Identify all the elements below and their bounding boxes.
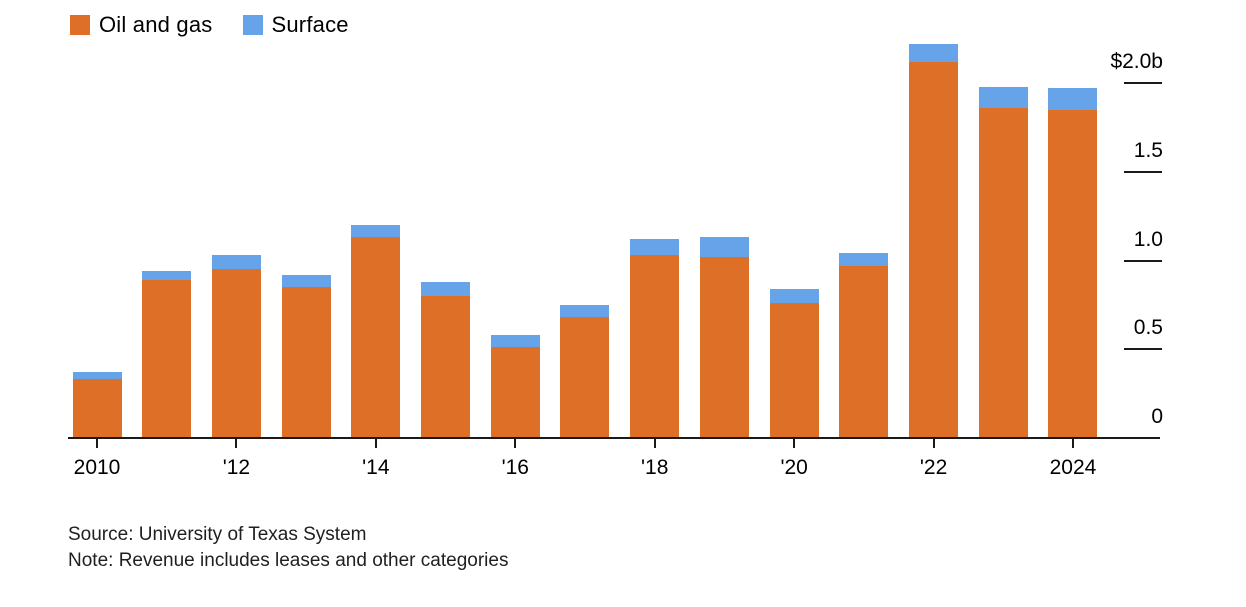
bar-2016 — [490, 335, 540, 438]
y-tick-mark-2 — [1124, 82, 1162, 84]
bar-segment-surface-2015 — [421, 281, 471, 296]
bar-segment-oil-and-gas-2010 — [72, 379, 122, 438]
bar-segment-oil-and-gas-2016 — [490, 347, 540, 438]
bar-2019 — [699, 237, 749, 438]
x-tick-2022 — [932, 439, 935, 448]
bar-2021 — [839, 253, 889, 438]
x-tick-label-2024: 2024 — [1049, 456, 1097, 479]
bar-segment-oil-and-gas-2013 — [281, 287, 331, 438]
bar-segment-oil-and-gas-2014 — [351, 237, 401, 438]
bar-segment-oil-and-gas-2017 — [560, 317, 610, 438]
x-tick-2012 — [235, 439, 238, 448]
bar-2012 — [211, 255, 261, 438]
y-tick-label-1: 1.0 — [1133, 227, 1163, 251]
bar-2014 — [351, 225, 401, 438]
bar-segment-surface-2012 — [211, 255, 261, 270]
legend-swatch-oil-and-gas — [70, 15, 90, 35]
x-tick-label-2012: '12 — [222, 456, 251, 479]
y-tick-label-0: 0 — [1151, 405, 1163, 428]
bar-segment-oil-and-gas-2018 — [630, 255, 680, 438]
bar-2018 — [630, 239, 680, 438]
bar-segment-oil-and-gas-2021 — [839, 265, 889, 438]
x-tick-2014 — [374, 439, 377, 448]
bar-segment-surface-2013 — [281, 274, 331, 288]
bar-segment-surface-2022 — [909, 43, 959, 62]
x-tick-label-2022: '22 — [919, 456, 948, 479]
legend-item-oil-and-gas: Oil and gas — [70, 12, 213, 38]
bar-segment-surface-2011 — [142, 271, 192, 281]
y-tick-label-2: $2.0b — [1110, 50, 1163, 73]
y-tick-label-1-5: 1.5 — [1133, 138, 1163, 162]
x-tick-2016 — [514, 439, 517, 448]
source-text: Source: University of Texas System — [68, 524, 367, 545]
bar-segment-surface-2023 — [978, 86, 1028, 108]
bar-segment-surface-2017 — [560, 304, 610, 318]
bar-segment-oil-and-gas-2012 — [211, 269, 261, 438]
x-tick-label-2018: '18 — [641, 456, 669, 479]
bar-segment-surface-2014 — [351, 225, 401, 238]
bar-2023 — [978, 86, 1028, 438]
bar-2020 — [769, 288, 819, 438]
x-tick-label-2014: '14 — [362, 456, 390, 479]
x-axis-line — [68, 437, 1160, 439]
bar-segment-surface-2021 — [839, 253, 889, 266]
bar-2011 — [142, 271, 192, 438]
chart-footer: Source: University of Texas System Note:… — [68, 522, 508, 574]
bar-2010 — [72, 372, 122, 438]
bar-segment-surface-2024 — [1048, 88, 1098, 110]
bar-2024 — [1048, 88, 1098, 438]
bar-segment-oil-and-gas-2023 — [978, 107, 1028, 438]
y-tick-mark-0-5 — [1124, 348, 1162, 351]
x-tick-label-2016: '16 — [501, 456, 529, 479]
bar-2022 — [909, 43, 959, 438]
chart-legend: Oil and gas Surface — [70, 12, 349, 38]
x-tick-2010 — [96, 439, 98, 448]
bar-segment-oil-and-gas-2019 — [699, 256, 749, 438]
bar-segment-oil-and-gas-2011 — [142, 280, 192, 438]
legend-label-oil-and-gas: Oil and gas — [99, 12, 213, 37]
x-tick-2020 — [793, 439, 796, 448]
x-tick-2018 — [653, 439, 656, 448]
x-tick-2024 — [1071, 439, 1074, 448]
bar-segment-surface-2016 — [490, 335, 540, 348]
y-tick-mark-1 — [1124, 259, 1162, 262]
y-tick-mark-1-5 — [1124, 170, 1162, 173]
x-tick-label-2010: 2010 — [73, 456, 121, 479]
bar-2017 — [560, 304, 610, 438]
bar-segment-surface-2019 — [699, 237, 749, 257]
y-tick-label-0-5: 0.5 — [1133, 316, 1163, 340]
bar-segment-surface-2010 — [72, 372, 122, 380]
bar-segment-surface-2020 — [769, 288, 819, 304]
note-text: Note: Revenue includes leases and other … — [68, 550, 509, 571]
x-tick-label-2020: '20 — [780, 456, 808, 479]
bar-segment-oil-and-gas-2022 — [909, 61, 959, 438]
legend-item-surface: Surface — [242, 12, 349, 38]
bar-2013 — [281, 274, 331, 438]
bar-segment-oil-and-gas-2024 — [1048, 109, 1098, 438]
legend-label-surface: Surface — [271, 12, 349, 37]
bar-segment-oil-and-gas-2015 — [421, 295, 471, 438]
bar-segment-surface-2018 — [630, 239, 680, 256]
legend-swatch-surface — [242, 15, 263, 35]
bar-2015 — [421, 281, 471, 438]
bar-segment-oil-and-gas-2020 — [769, 303, 819, 438]
